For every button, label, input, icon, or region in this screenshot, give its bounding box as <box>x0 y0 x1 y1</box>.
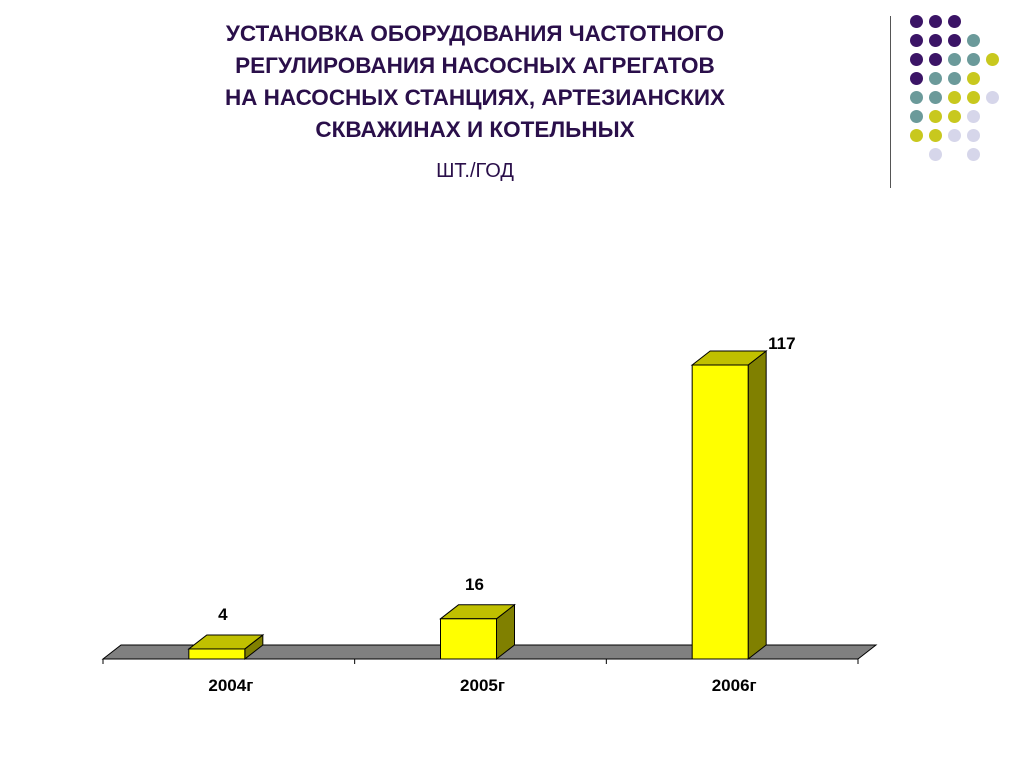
decorative-dot <box>967 148 980 161</box>
decorative-dot <box>967 91 980 104</box>
bar <box>188 648 246 660</box>
decorative-dot <box>929 72 942 85</box>
decorative-dot <box>967 110 980 123</box>
decorative-dot <box>910 91 923 104</box>
decorative-dot <box>967 53 980 66</box>
decorative-dot <box>929 34 942 47</box>
decorative-dot <box>986 53 999 66</box>
decorative-dot <box>910 72 923 85</box>
decorative-dot <box>948 15 961 28</box>
decorative-dot <box>929 15 942 28</box>
x-tick-label: 2004г <box>208 676 253 695</box>
x-tick-label: 2006г <box>712 676 757 695</box>
title-line: РЕГУЛИРОВАНИЯ НАСОСНЫХ АГРЕГАТОВ <box>235 53 715 78</box>
decorative-dot <box>967 129 980 142</box>
bar-side <box>747 349 767 661</box>
data-label: 16 <box>465 575 484 594</box>
decorative-dot <box>948 53 961 66</box>
bar <box>440 618 497 660</box>
title-line: СКВАЖИНАХ И КОТЕЛЬНЫХ <box>315 117 635 142</box>
title-line: НА НАСОСНЫХ СТАНЦИЯХ, АРТЕЗИАНСКИХ <box>224 85 726 110</box>
decorative-dot <box>948 72 961 85</box>
decorative-dot <box>929 129 942 142</box>
decorative-dot <box>986 91 999 104</box>
data-label: 117 <box>768 334 795 353</box>
decorative-dot <box>948 34 961 47</box>
decorative-dot <box>910 129 923 142</box>
decorative-dot <box>929 148 942 161</box>
decorative-dot <box>910 15 923 28</box>
bar <box>691 364 749 660</box>
title-line: УСТАНОВКА ОБОРУДОВАНИЯ ЧАСТОТНОГО <box>225 21 725 46</box>
decorative-dot <box>929 53 942 66</box>
decorative-dot <box>910 53 923 66</box>
x-tick-label: 2005г <box>460 676 505 695</box>
divider-line <box>890 16 891 188</box>
data-label: 4 <box>218 605 228 624</box>
decorative-dot <box>910 34 923 47</box>
decorative-dot <box>948 91 961 104</box>
decorative-dot-grid <box>910 15 1020 165</box>
decorative-dot <box>910 110 923 123</box>
decorative-dot <box>948 110 961 123</box>
decorative-dot <box>967 72 980 85</box>
slide-title: УСТАНОВКА ОБОРУДОВАНИЯ ЧАСТОТНОГО РЕГУЛИ… <box>110 18 840 146</box>
decorative-dot <box>967 34 980 47</box>
decorative-dot <box>929 110 942 123</box>
slide-subtitle: ШТ./ГОД <box>436 160 514 182</box>
decorative-dot <box>948 129 961 142</box>
decorative-dot <box>929 91 942 104</box>
